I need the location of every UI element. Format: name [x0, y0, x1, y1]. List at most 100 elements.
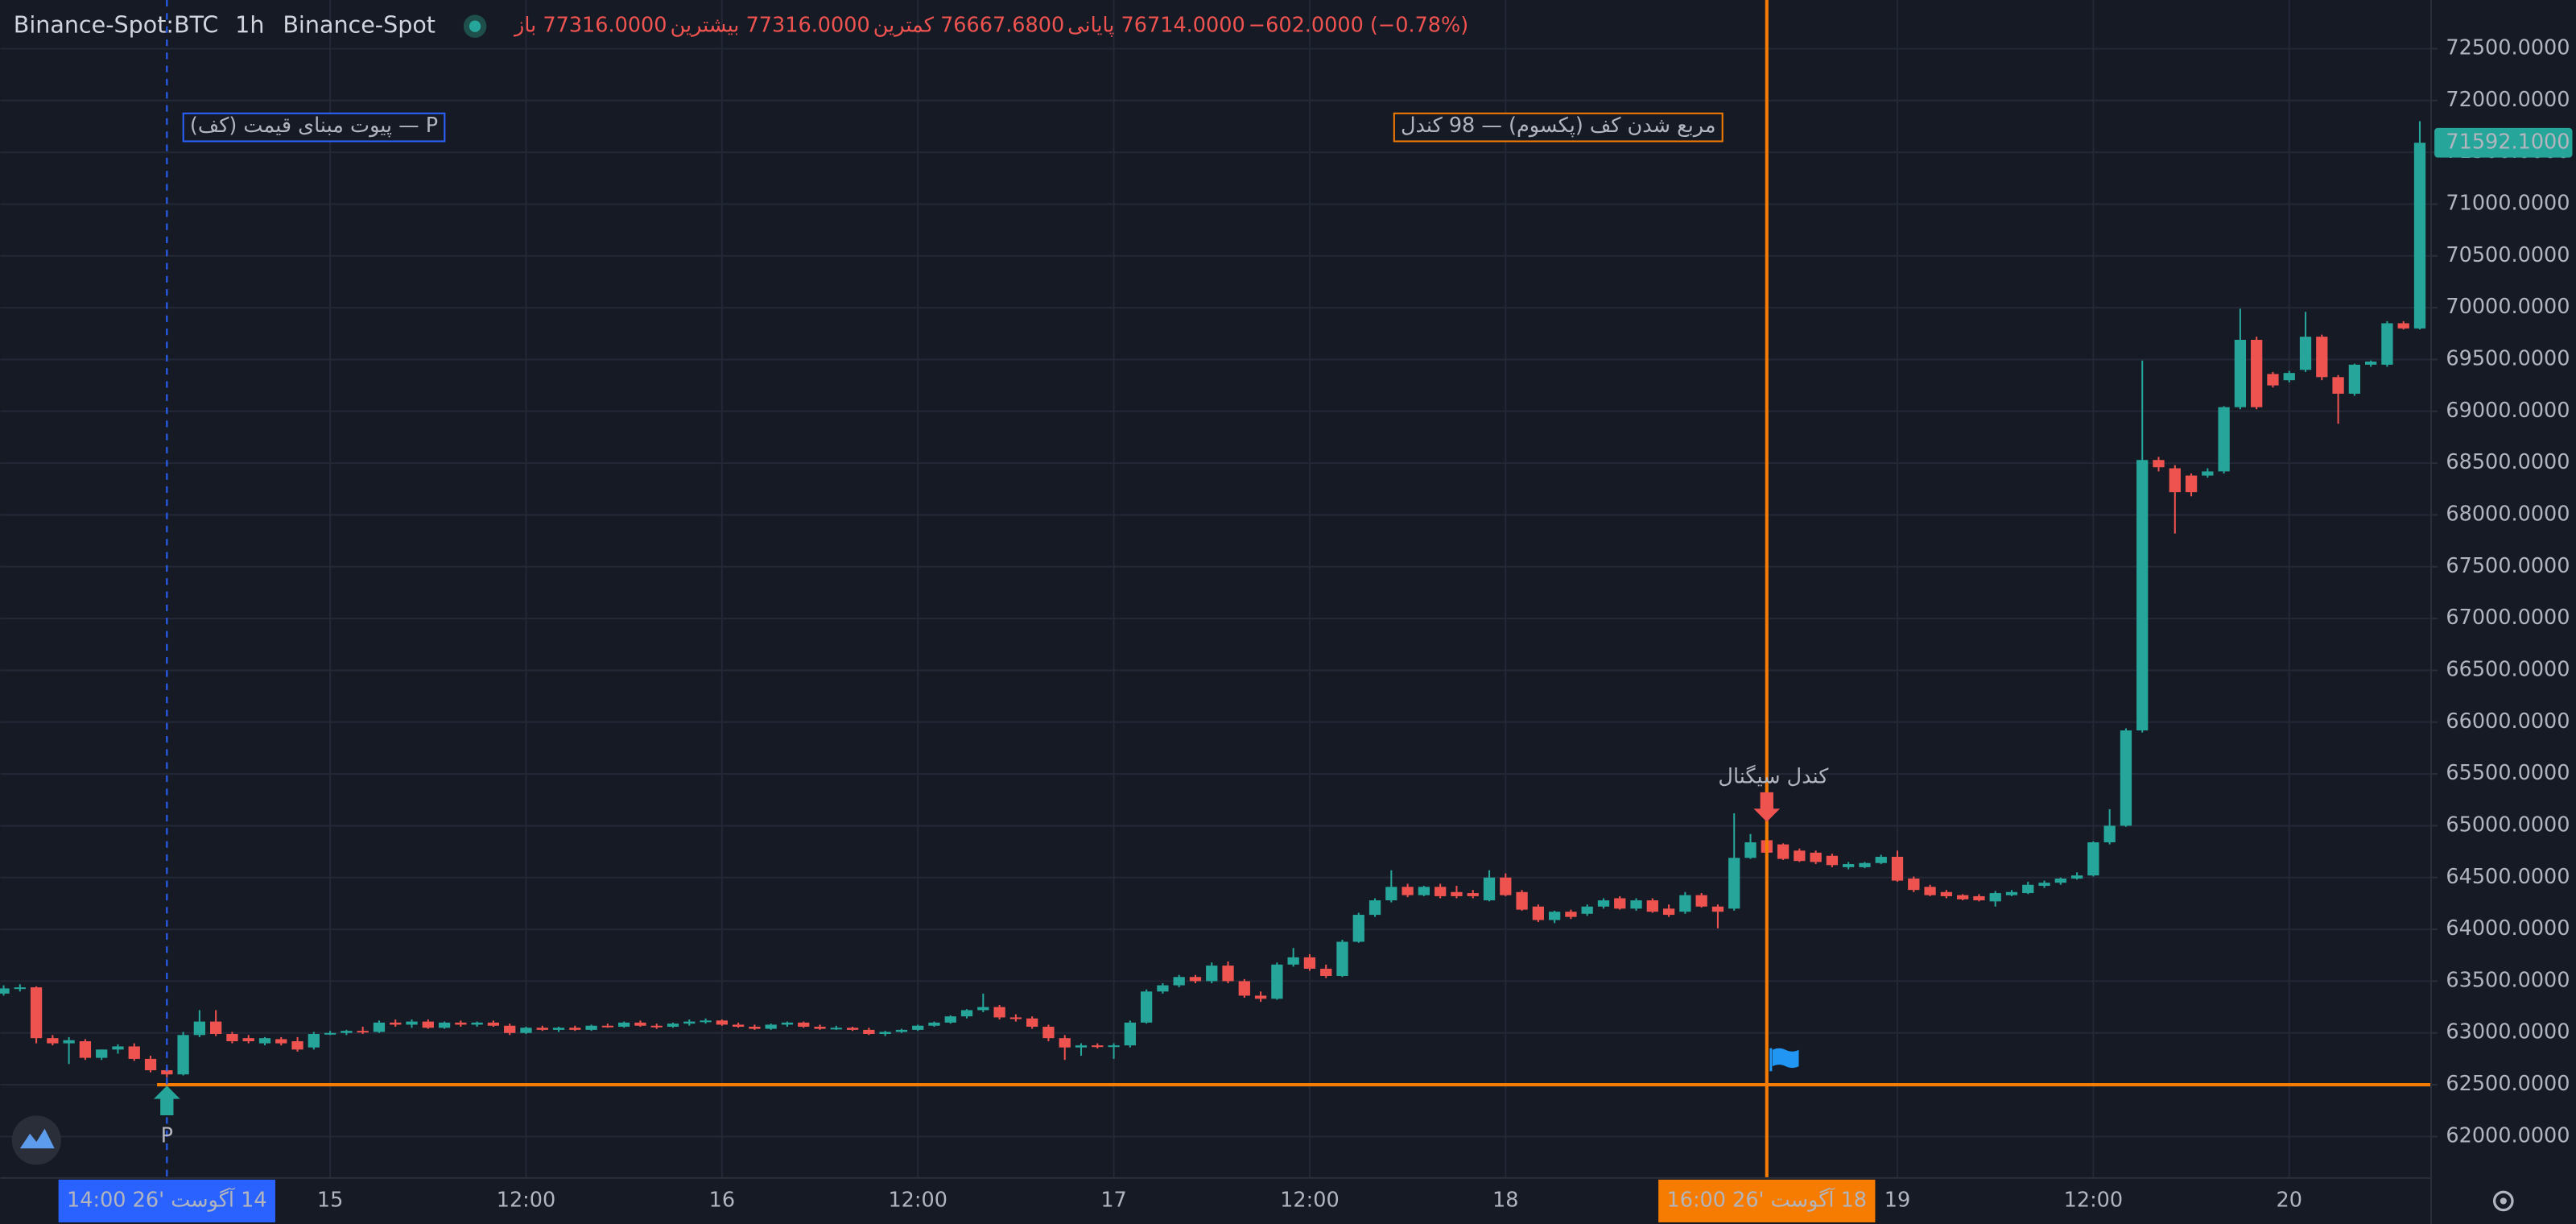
candle-body: [291, 1041, 303, 1050]
crosshair-date-box: [1658, 1179, 1876, 1222]
y-tick-label: 72500.0000: [2446, 35, 2570, 60]
candle-body: [210, 1021, 222, 1035]
candle-body: [1695, 895, 1707, 907]
y-tick-label: 71000.0000: [2446, 191, 2570, 215]
candle-body: [2397, 323, 2409, 329]
y-tick-label: 72000.0000: [2446, 88, 2570, 112]
candle-body: [1352, 915, 1364, 942]
candle-body: [2153, 460, 2165, 468]
y-tick-label: 68000.0000: [2446, 502, 2570, 526]
annotation-label: پیوت مبنای قیمت (کف) — P: [190, 114, 438, 138]
candle-body: [2413, 143, 2426, 329]
candle-body: [1565, 912, 1577, 917]
candle-body: [438, 1022, 451, 1028]
legend-label: باز: [513, 14, 536, 38]
candle-body: [732, 1024, 745, 1028]
grid: [0, 0, 2432, 1178]
candle-body: [650, 1025, 663, 1028]
candle-body: [1500, 877, 1512, 895]
x-tick-label: 12:00: [1280, 1188, 1340, 1212]
candle-body: [1940, 891, 1953, 896]
candle-body: [79, 1041, 92, 1058]
x-tick-label: 17: [1100, 1188, 1126, 1212]
candle-body: [112, 1046, 124, 1050]
candle-body: [895, 1029, 908, 1032]
candle-body: [2185, 475, 2198, 493]
candle-body: [552, 1028, 565, 1030]
status-dot: [469, 20, 481, 32]
candle-body: [2299, 337, 2312, 370]
candle-body: [390, 1022, 402, 1025]
candle-body: [1728, 858, 1740, 909]
candle-body: [1092, 1045, 1104, 1048]
candle-body: [2365, 362, 2377, 365]
candle-body: [536, 1028, 548, 1030]
candle-body: [781, 1022, 794, 1025]
candle-body: [1548, 912, 1561, 920]
interval: 1h: [235, 11, 264, 39]
candle-body: [667, 1023, 679, 1028]
y-tick-label: 69500.0000: [2446, 346, 2570, 370]
x-tick-label: 12:00: [2064, 1188, 2124, 1212]
candle-body: [1075, 1045, 1088, 1048]
candle-body: [1597, 900, 1610, 907]
candle-body: [1173, 977, 1185, 986]
x-tick-label: 12:00: [497, 1188, 556, 1212]
annotation-box: [182, 112, 446, 143]
candle-body: [2283, 373, 2295, 381]
y-tick-label: 65000.0000: [2446, 813, 2570, 837]
candle-body: [1810, 852, 1822, 862]
candle-body: [63, 1040, 75, 1044]
candle-body: [1042, 1027, 1055, 1039]
candle-body: [47, 1038, 59, 1044]
candle-body: [226, 1034, 238, 1042]
candle-body: [1320, 968, 1332, 976]
candle-body: [634, 1022, 646, 1026]
candle-body: [1908, 879, 1920, 891]
candle-body: [1581, 906, 1593, 914]
legend-value: 77316.0000: [746, 14, 870, 38]
candle-body: [683, 1021, 696, 1024]
candle-body: [406, 1021, 418, 1025]
candle-body: [846, 1028, 859, 1030]
candle-body: [471, 1022, 483, 1025]
candle-body: [798, 1022, 810, 1028]
candle-body: [1973, 895, 1985, 901]
candle-body: [1368, 900, 1381, 916]
candle-body: [1744, 842, 1757, 858]
candle-body: [993, 1007, 1005, 1018]
candle-body: [765, 1024, 777, 1029]
y-tick-label: 64000.0000: [2446, 916, 2570, 941]
candle-body: [1009, 1017, 1022, 1019]
candle-body: [2267, 374, 2279, 386]
candle-body: [30, 987, 43, 1039]
candle-body: [1679, 895, 1691, 912]
x-tick-label: 19: [1885, 1188, 1910, 1212]
candle-body: [2218, 407, 2230, 472]
crosshair-date-label: 18 آگوست '26 16:00: [1667, 1187, 1868, 1212]
candle-body: [585, 1025, 597, 1030]
candle-body: [1140, 991, 1153, 1023]
y-tick-label: 63500.0000: [2446, 968, 2570, 992]
y-tick-label: 67500.0000: [2446, 554, 2570, 578]
y-tick-label: 62000.0000: [2446, 1123, 2570, 1148]
legend-value: 77316.0000: [543, 14, 667, 38]
candle-body: [455, 1022, 467, 1025]
y-tick-label: 65500.0000: [2446, 761, 2570, 785]
signal-marker: P: [161, 1124, 173, 1148]
settings-button[interactable]: [2492, 1190, 2514, 1212]
candle-body: [2332, 377, 2344, 394]
candle-body: [1646, 900, 1658, 912]
candle-body: [422, 1021, 434, 1028]
candle-body: [308, 1034, 320, 1048]
logo[interactable]: [11, 1115, 61, 1165]
candle-body: [193, 1021, 206, 1036]
candle-body: [1532, 906, 1544, 920]
candle-body: [977, 1007, 989, 1011]
candle-body: [1238, 981, 1250, 996]
candle-body: [2348, 364, 2361, 394]
candle-body: [814, 1027, 826, 1029]
candle-body: [569, 1028, 581, 1030]
